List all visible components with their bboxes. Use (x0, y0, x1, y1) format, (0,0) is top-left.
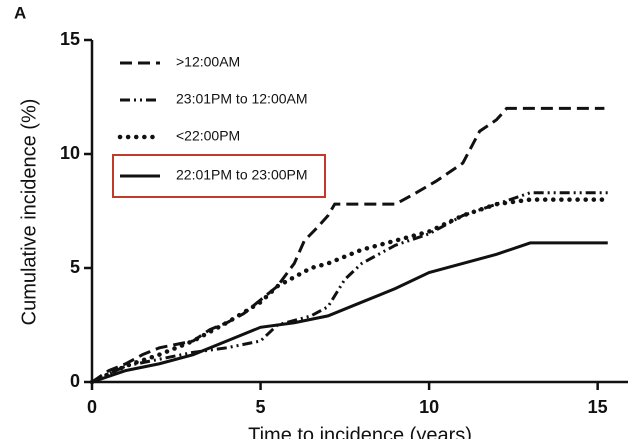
x-tick-label: 10 (419, 397, 439, 417)
legend-label: >12:00AM (176, 54, 240, 70)
x-tick-label: 0 (87, 397, 97, 417)
series-line (91, 241, 608, 384)
series-line (91, 191, 608, 384)
series-line (91, 106, 605, 384)
panel-label: A (14, 3, 26, 22)
y-tick-label: 10 (60, 143, 80, 163)
series-line (89, 197, 611, 385)
highlight-box (112, 154, 326, 198)
y-axis-label: Cumulative incidence (%) (18, 99, 40, 326)
legend-label: <22:00PM (176, 128, 240, 144)
x-tick-label: 5 (256, 397, 266, 417)
x-axis-label: Time to incidence (years) (248, 424, 472, 439)
y-tick-label: 5 (70, 257, 80, 277)
y-tick-label: 0 (70, 371, 80, 391)
x-tick-label: 15 (588, 397, 608, 417)
legend-label: 22:01PM to 23:00PM (176, 167, 308, 183)
legend-label: 23:01PM to 12:00AM (176, 91, 308, 107)
y-tick-label: 15 (60, 29, 80, 49)
